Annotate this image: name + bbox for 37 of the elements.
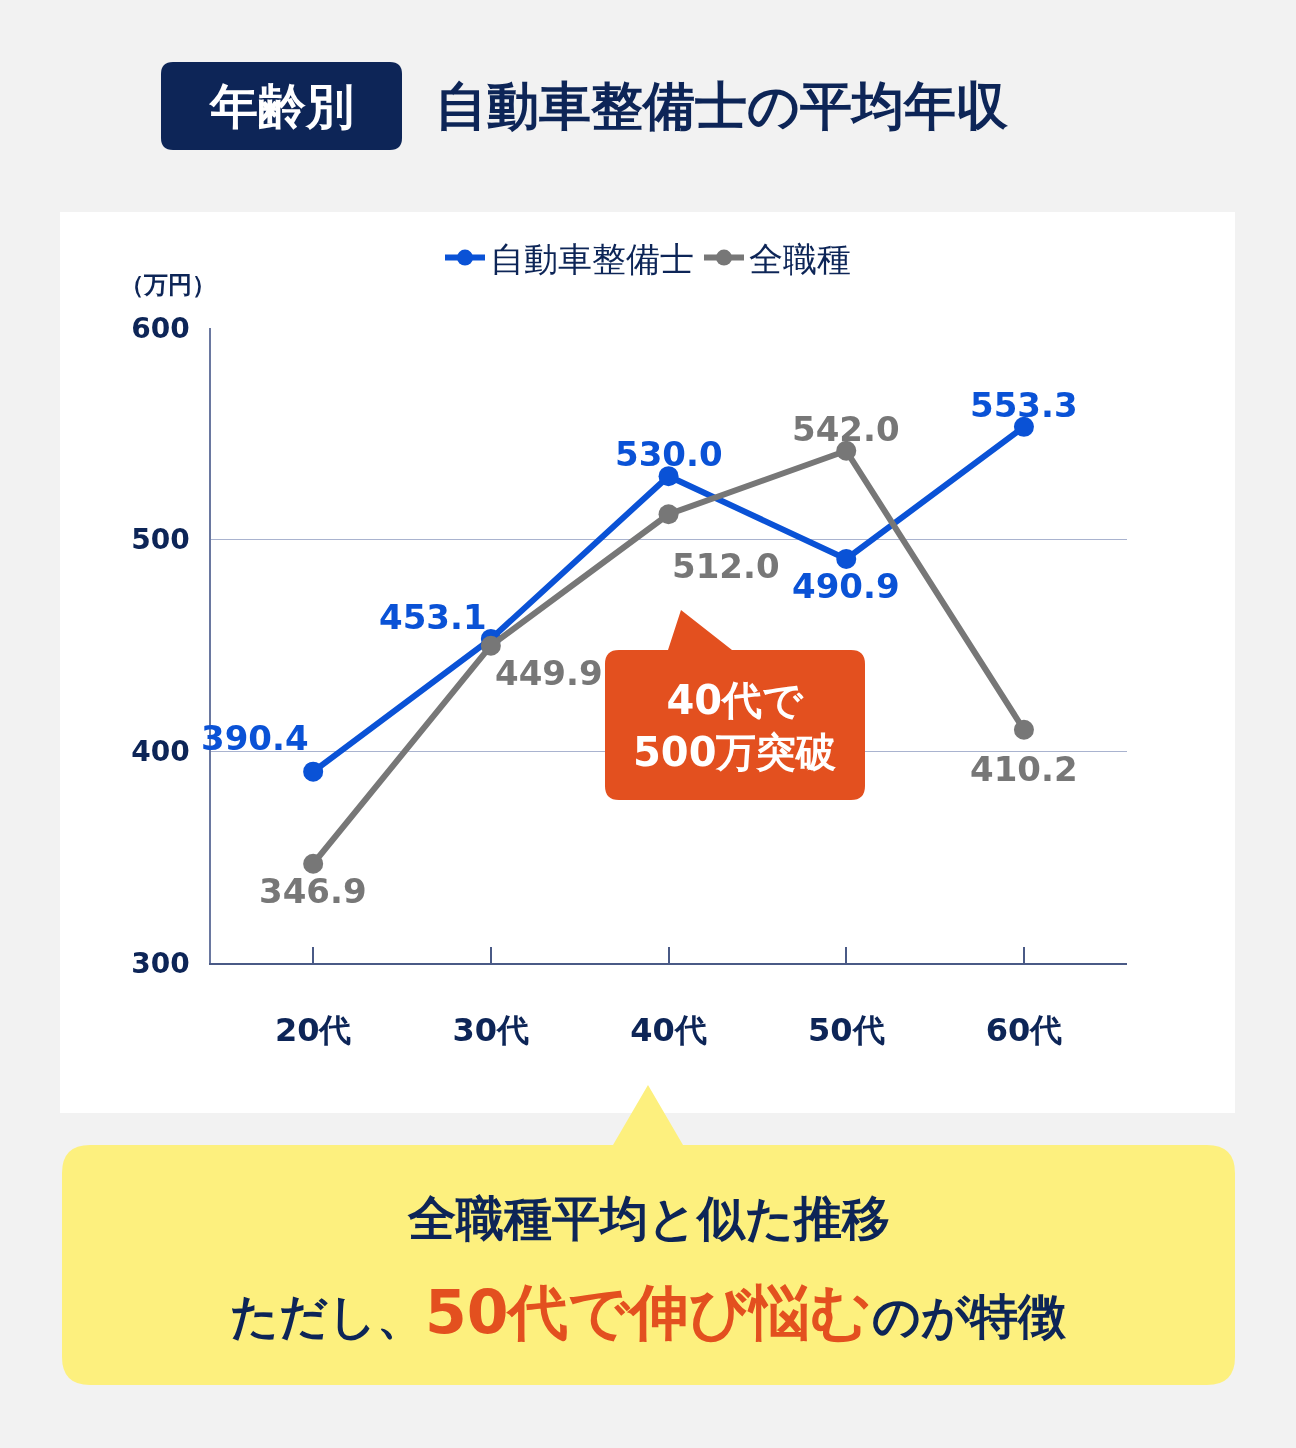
point	[1013, 719, 1034, 740]
text: のが特徴	[871, 1288, 1066, 1344]
y-tick-label: 500	[131, 523, 190, 557]
data-label: 346.9	[259, 871, 367, 911]
text: 全職種平均と似た推移	[407, 1190, 890, 1246]
chart-title: 自動車整備士の平均年収	[435, 76, 1009, 137]
point	[1013, 416, 1034, 437]
data-label: 449.9	[495, 653, 603, 693]
data-label: 553.3	[970, 385, 1078, 425]
point	[836, 548, 857, 569]
x-tick-label: 30代	[452, 1011, 530, 1050]
point	[658, 466, 679, 487]
y-tick-label: 600	[131, 311, 190, 345]
x-tick-label: 20代	[274, 1011, 352, 1050]
data-label: 542.0	[792, 409, 900, 449]
point	[836, 440, 857, 461]
legend-label: 全職種	[749, 238, 851, 279]
point	[480, 635, 501, 656]
text: 年齢別	[208, 78, 354, 134]
x-tick-label: 40代	[630, 1011, 707, 1050]
data-label: 410.2	[970, 749, 1078, 789]
point	[303, 853, 324, 874]
point	[658, 504, 679, 525]
data-label: 530.0	[615, 434, 723, 474]
annotation: 40代で 500万突破	[633, 677, 837, 775]
y-tick-label: 300	[131, 946, 190, 980]
point	[303, 761, 324, 782]
legend-label: 自動車整備士	[490, 238, 694, 279]
x-tick-label: 50代	[807, 1011, 885, 1050]
data-label: 512.0	[672, 546, 780, 586]
text: 50代で伸び悩む	[425, 1277, 872, 1347]
data-label: 453.1	[379, 597, 487, 637]
x-tick-label: 60代	[985, 1011, 1063, 1050]
text: ただし、	[230, 1288, 425, 1344]
y-tick-label: 400	[131, 735, 190, 769]
y-axis-title: （万円）	[120, 271, 216, 299]
data-label: 490.9	[792, 566, 900, 606]
